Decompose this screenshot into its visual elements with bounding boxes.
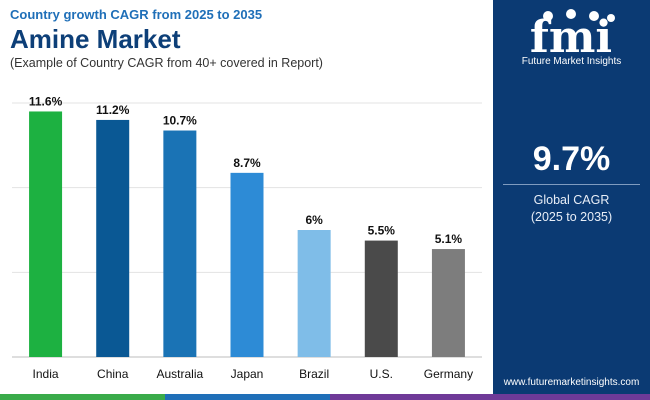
bar-us xyxy=(364,240,398,357)
footer-stripe-purple xyxy=(330,394,650,400)
global-cagr-title: Global CAGR xyxy=(533,193,610,207)
sidebar-panel: fmi Future Market Insights 9.7% Global C… xyxy=(493,0,650,400)
footer-stripe-blue xyxy=(165,394,330,400)
chart-title: Amine Market xyxy=(10,24,181,54)
footer-stripe-green xyxy=(0,394,165,400)
bar-china xyxy=(96,119,130,357)
divider xyxy=(503,184,640,185)
x-tick-label: China xyxy=(97,367,129,381)
bar-india xyxy=(29,111,63,357)
data-label: 10.7% xyxy=(163,114,197,128)
global-cagr-value: 9.7% xyxy=(532,140,611,178)
chart-subtitle: (Example of Country CAGR from 40+ covere… xyxy=(10,56,323,70)
chart-kicker: Country growth CAGR from 2025 to 2035 xyxy=(10,7,263,22)
bar-chart: 11.6% India 11.2% China 10.7% Australia 8.7% Ja… xyxy=(12,94,482,381)
bar-australia xyxy=(163,130,197,357)
website-url[interactable]: www.futuremarketinsights.com xyxy=(503,377,640,388)
logo-mark-icon: fmi xyxy=(530,9,615,63)
x-tick-label: Australia xyxy=(157,367,204,381)
x-tick-label: Germany xyxy=(424,367,473,381)
logo-wordmark: fmi xyxy=(530,12,612,56)
x-tick-label: Japan xyxy=(231,367,264,381)
data-label: 5.5% xyxy=(368,224,396,238)
x-tick-label: Brazil xyxy=(299,367,329,381)
data-label: 8.7% xyxy=(233,156,261,170)
global-cagr-period: (2025 to 2035) xyxy=(530,210,613,224)
chart-header: Country growth CAGR from 2025 to 2035 Am… xyxy=(10,6,323,72)
global-cagr-label: Global CAGR (2025 to 2035) xyxy=(493,192,650,226)
data-label: 6% xyxy=(305,213,323,227)
data-label: 11.2% xyxy=(96,103,130,117)
fmi-logo: fmi Future Market Insights xyxy=(493,6,650,76)
logo-tagline: Future Market Insights xyxy=(521,56,622,67)
x-tick-label: U.S. xyxy=(370,367,393,381)
data-label: 11.6% xyxy=(29,94,63,108)
bar-brazil xyxy=(297,230,331,357)
bar-japan xyxy=(230,172,264,357)
bar-germany xyxy=(431,249,465,357)
x-tick-label: India xyxy=(33,367,59,381)
data-label: 5.1% xyxy=(435,232,463,246)
